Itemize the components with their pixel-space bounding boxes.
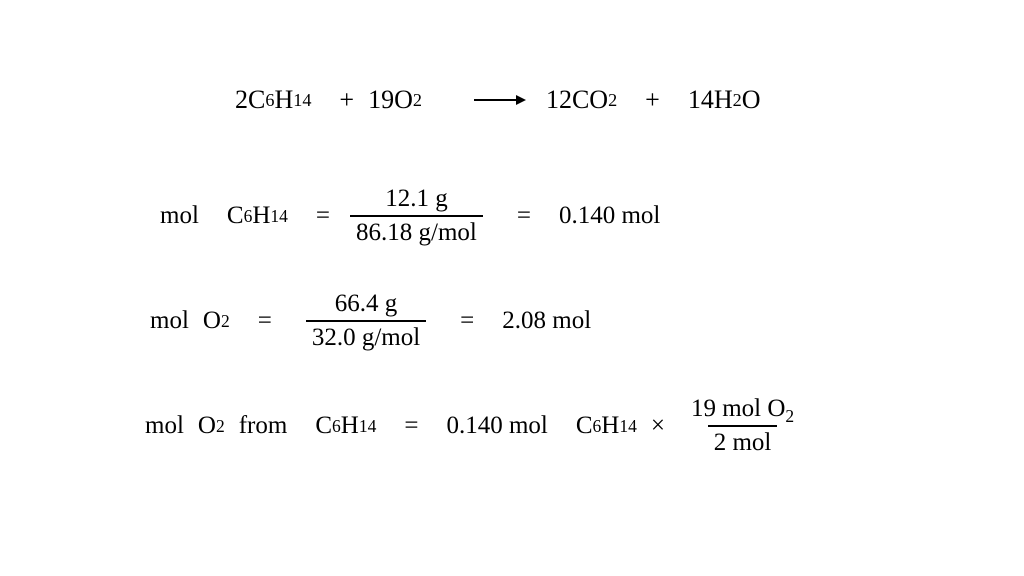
reactant2-o: O — [394, 85, 413, 115]
c2-result: 2.08 mol — [502, 307, 591, 335]
product1-co: CO — [572, 85, 608, 115]
c3-value: 0.140 mol — [446, 412, 547, 440]
mol-oxygen-from-hexane-calc: mol O2 from C6H14 = 0.140 mol C6H14 × 19… — [145, 395, 806, 457]
c1-frac-den: 86.18 g/mol — [350, 215, 483, 247]
c3-frac-num-o: O — [767, 395, 785, 422]
c3-o2-o: O — [198, 412, 216, 440]
c3-times: × — [651, 412, 665, 440]
product2-o: O — [742, 85, 761, 115]
c1-equals-2: = — [517, 202, 531, 230]
mol-oxygen-calc: mol O2 = 66.4 g 32.0 g/mol = 2.08 mol — [150, 290, 591, 352]
mol-hexane-calc: mol C6H14 = 12.1 g 86.18 g/mol = 0.140 m… — [160, 185, 660, 247]
c2-equals-2: = — [460, 307, 474, 335]
balanced-equation: 2 C6H14 + 19 O2 12 CO2 + 14 H2O — [235, 85, 761, 115]
plus-2: + — [645, 85, 660, 115]
c3-frac-num: 19 mol O2 — [685, 395, 800, 425]
c3-frac-den: 2 mol — [708, 425, 778, 457]
label-mol-2: mol — [150, 307, 189, 335]
c3-equals: = — [404, 412, 418, 440]
c2-species-o: O — [203, 307, 221, 335]
c3-hex2-h: H — [601, 412, 619, 440]
c3-from: from — [239, 412, 288, 440]
product1-coef: 12 — [546, 85, 572, 115]
reactant1-coef: 2 — [235, 85, 248, 115]
c2-frac-den: 32.0 g/mol — [306, 320, 426, 352]
c2-frac-num: 66.4 g — [329, 290, 404, 320]
label-mol-3: mol — [145, 412, 184, 440]
c1-frac-num: 12.1 g — [379, 185, 454, 215]
c1-species-h: H — [252, 202, 270, 230]
c2-equals-1: = — [258, 307, 272, 335]
reactant1-h: H — [274, 85, 293, 115]
c3-hex-c: C — [315, 412, 332, 440]
c2-fraction: 66.4 g 32.0 g/mol — [306, 290, 426, 352]
product2-h: H — [714, 85, 733, 115]
c3-frac-num-sub: 2 — [785, 406, 794, 426]
handwritten-chemistry-work: 2 C6H14 + 19 O2 12 CO2 + 14 H2O mol C6H1… — [0, 0, 1024, 576]
product2-coef: 14 — [688, 85, 714, 115]
c1-fraction: 12.1 g 86.18 g/mol — [350, 185, 483, 247]
c1-species-c: C — [227, 202, 244, 230]
reactant2-coef: 19 — [368, 85, 394, 115]
c3-hex-h: H — [341, 412, 359, 440]
c3-hex2-c: C — [576, 412, 593, 440]
reaction-arrow-icon — [474, 99, 524, 101]
c1-equals-1: = — [316, 202, 330, 230]
c3-fraction: 19 mol O2 2 mol — [685, 395, 800, 457]
plus-1: + — [339, 85, 354, 115]
c3-frac-num-pre: 19 mol — [691, 395, 761, 422]
reactant1-c: C — [248, 85, 265, 115]
label-mol-1: mol — [160, 202, 199, 230]
c1-result: 0.140 mol — [559, 202, 660, 230]
